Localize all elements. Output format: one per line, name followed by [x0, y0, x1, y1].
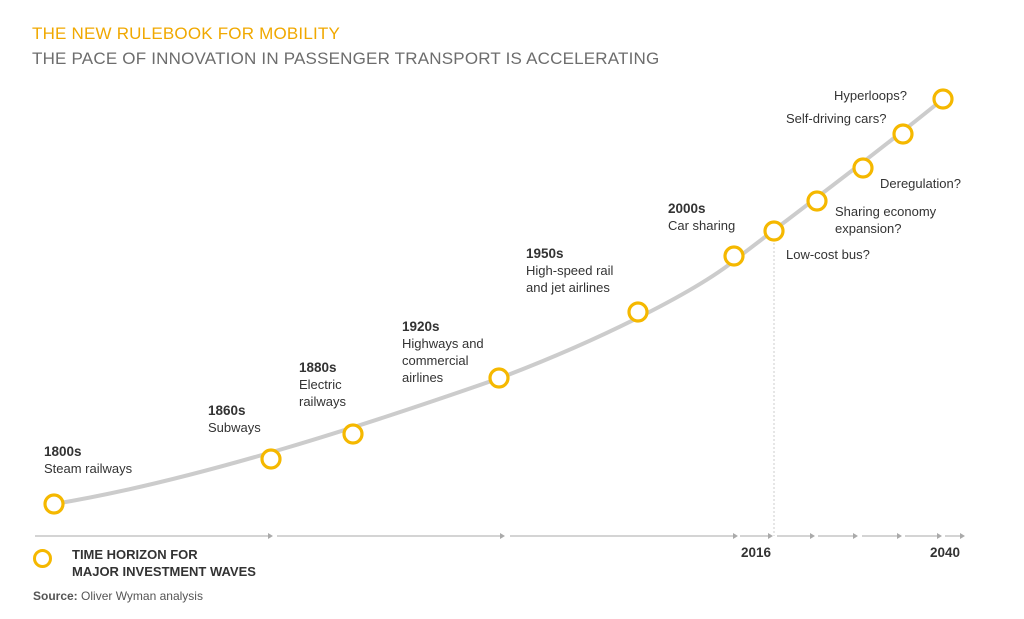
- milestone-marker: [932, 88, 954, 110]
- ring-icon: [33, 549, 52, 568]
- chart-subtitle: THE PACE OF INNOVATION IN PASSENGER TRAN…: [32, 49, 660, 68]
- milestone-year: 1800s: [44, 444, 82, 459]
- milestone-marker: [260, 448, 282, 470]
- milestone-text: Highways and commercial airlines: [402, 336, 484, 385]
- milestone-year: 1950s: [526, 246, 564, 261]
- milestone-text: Deregulation?: [880, 176, 961, 191]
- milestone-text: Steam railways: [44, 461, 133, 476]
- milestone-marker: [342, 423, 364, 445]
- axis-label-2016: 2016: [741, 545, 772, 560]
- milestone-year: 1880s: [299, 360, 337, 375]
- milestone-text: Hyperloops?: [834, 88, 907, 103]
- milestone-year: 1860s: [208, 403, 246, 418]
- source-text: Oliver Wyman analysis: [77, 589, 203, 603]
- milestone-text: Self-driving cars?: [786, 111, 887, 126]
- milestone-text: Car sharing: [668, 218, 736, 233]
- milestone-label-1880s: 1880s Electric railways: [299, 359, 346, 410]
- axis-label-2040: 2040: [930, 545, 961, 560]
- milestone-label-1950s: 1950s High-speed rail and jet airlines: [526, 245, 613, 296]
- milestone-label-low-cost-bus: Low-cost bus?: [786, 246, 870, 263]
- milestone-label-2000s: 2000s Car sharing: [668, 200, 735, 234]
- milestone-label-hyperloops: Hyperloops?: [834, 87, 907, 104]
- milestone-text: Sharing economy expansion?: [835, 204, 937, 236]
- milestone-text: Electric railways: [299, 377, 346, 409]
- milestone-text: High-speed rail and jet airlines: [526, 263, 614, 295]
- time-axis: [35, 533, 965, 539]
- milestone-marker: [892, 123, 914, 145]
- source-prefix: Source:: [33, 589, 78, 603]
- milestone-marker: [488, 367, 510, 389]
- milestone-year: 2000s: [668, 201, 706, 216]
- milestone-text: Subways: [208, 420, 261, 435]
- source-note: Source: Oliver Wyman analysis: [33, 589, 203, 603]
- milestone-label-1860s: 1860s Subways: [208, 402, 261, 436]
- milestone-label-1800s: 1800s Steam railways: [44, 443, 132, 477]
- milestone-label-self-driving: Self-driving cars?: [786, 110, 886, 127]
- legend-label: TIME HORIZON FOR MAJOR INVESTMENT WAVES: [72, 547, 256, 579]
- chart-title: THE NEW RULEBOOK FOR MOBILITY: [32, 24, 341, 43]
- milestone-label-1920s: 1920s Highways and commercial airlines: [402, 318, 484, 386]
- milestone-marker: [627, 301, 649, 323]
- milestone-markers: [43, 88, 954, 515]
- milestone-marker: [852, 157, 874, 179]
- milestone-label-deregulation: Deregulation?: [880, 175, 961, 192]
- growth-curve: [53, 97, 945, 506]
- milestone-text: Low-cost bus?: [786, 247, 870, 262]
- milestone-marker: [806, 190, 828, 212]
- milestone-year: 1920s: [402, 319, 440, 334]
- milestone-label-sharing-economy: Sharing economy expansion?: [835, 203, 936, 237]
- milestone-marker: [43, 493, 65, 515]
- milestone-marker: [723, 245, 745, 267]
- milestone-marker: [763, 220, 785, 242]
